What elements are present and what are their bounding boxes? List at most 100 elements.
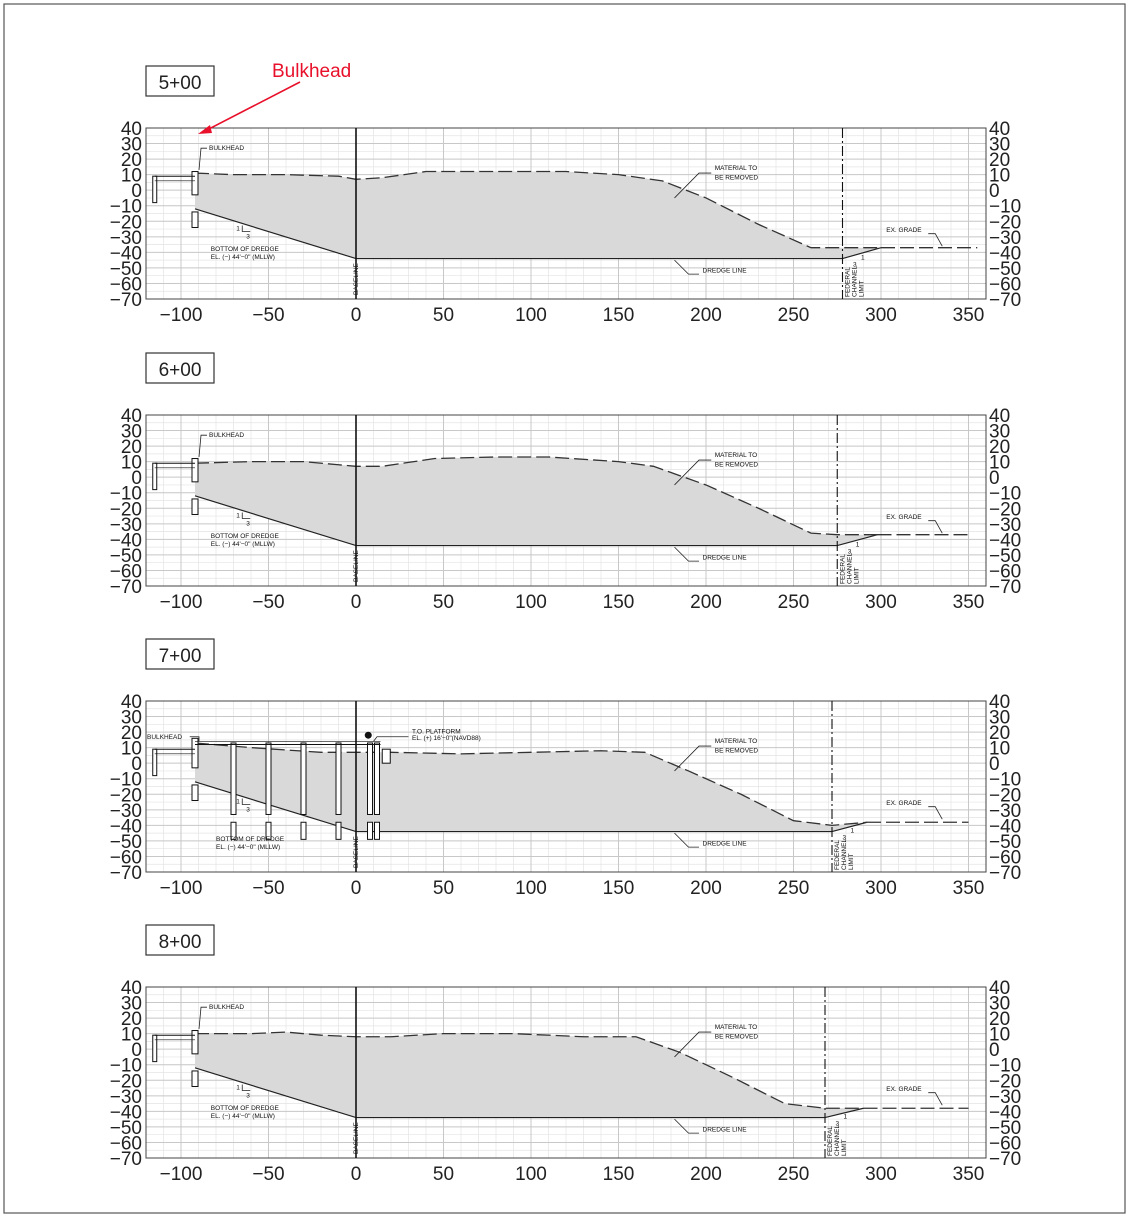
x-tick-label: 300 <box>865 305 897 326</box>
sheet-border <box>3 3 1126 1214</box>
bottom-of-dredge-label-2: EL. (−) 44'−0" (MLLW) <box>211 254 275 261</box>
slope-marker <box>241 512 251 519</box>
y-tick-label-right: 40 <box>989 978 1010 999</box>
bulkhead-pile-upper <box>191 1030 199 1055</box>
y-tick-label-right: 20 <box>989 723 1010 744</box>
slope-label-1: 1 <box>236 1084 240 1091</box>
y-tick-label-right: 0 <box>989 181 1000 202</box>
dredge-line-label: DREDGE LINE <box>703 841 748 848</box>
y-tick-label-right: 40 <box>989 406 1010 427</box>
y-tick-label-right: 30 <box>989 422 1010 443</box>
platform-pile-upper <box>265 742 272 815</box>
y-tick-label-left: −20 <box>110 785 142 806</box>
y-tick-label-right: −70 <box>989 863 1021 884</box>
y-tick-label-right: 30 <box>989 135 1010 156</box>
section-5-00: 5+00 BASELINE FEDERAL CHANNEL LIMIT BULKHEAD 1… <box>110 65 1021 326</box>
y-tick-label-right: −70 <box>989 290 1021 311</box>
federal-channel-limit-label: FEDERAL CHANNEL LIMIT <box>839 553 860 584</box>
material-to-remove-label-1: MATERIAL TO <box>715 452 757 459</box>
bulkhead-pile-upper <box>191 171 199 196</box>
fender <box>381 748 391 764</box>
dredge-line-label: DREDGE LINE <box>703 555 748 562</box>
x-tick-label: −50 <box>252 305 284 326</box>
x-tick-label: 50 <box>433 592 454 613</box>
y-tick-label-left: 0 <box>131 1040 142 1061</box>
federal-label-3: LIMIT <box>859 280 866 297</box>
x-tick-label: 150 <box>603 305 635 326</box>
plot-frame <box>145 986 987 1159</box>
material-to-remove-label-1: MATERIAL TO <box>715 738 757 745</box>
y-tick-label-right: −40 <box>989 1102 1021 1123</box>
federal-label-2: CHANNEL <box>841 839 848 870</box>
federal-label-1: FEDERAL <box>827 1126 834 1156</box>
bulkhead-annotation-label: Bulkhead <box>272 61 351 82</box>
x-tick-label: 350 <box>953 592 985 613</box>
platform-pile-upper <box>300 742 307 815</box>
y-tick-label-right: 20 <box>989 150 1010 171</box>
bottom-of-dredge-label-2: EL. (−) 44'−0" (MLLW) <box>216 844 280 851</box>
slope-label-3: 3 <box>246 233 250 240</box>
y-tick-label-left: −50 <box>110 546 142 567</box>
slope-label-1: 1 <box>236 225 240 232</box>
ex-grade-label: EX. GRADE <box>886 1086 922 1093</box>
ex-grade-label: EX. GRADE <box>886 514 922 521</box>
platform-label-2: EL. (+) 16'−0"(NAVD88) <box>412 735 481 742</box>
material-to-remove-area <box>195 1032 864 1118</box>
y-tick-label-left: 40 <box>121 406 142 427</box>
dredge-line <box>194 208 882 260</box>
y-tick-label-right: 0 <box>989 468 1000 489</box>
existing-grade-line <box>195 1031 864 1109</box>
platform-pile-upper <box>374 742 380 815</box>
x-tick-label: 300 <box>865 878 897 899</box>
y-tick-label-left: −20 <box>110 1071 142 1092</box>
material-to-remove-area <box>195 456 878 546</box>
federal-label-2: CHANNEL <box>846 553 853 584</box>
y-tick-label-right: 10 <box>989 166 1010 187</box>
x-tick-label: −50 <box>252 1164 284 1185</box>
y-tick-label-left: 30 <box>121 994 142 1015</box>
bottom-of-dredge-label-1: BOTTOM OF DREDGE <box>216 836 285 843</box>
y-tick-label-left: −30 <box>110 801 142 822</box>
y-tick-label-right: −10 <box>989 770 1021 791</box>
y-tick-label-left: −40 <box>110 530 142 551</box>
x-tick-label: 0 <box>351 878 362 899</box>
y-tick-label-left: 10 <box>121 1025 142 1046</box>
x-tick-label: 350 <box>953 878 985 899</box>
slope-label-3: 3 <box>246 520 250 527</box>
bulkhead-pile-lower <box>191 784 199 801</box>
dredge-line-leader <box>674 259 699 275</box>
ex-grade-leader <box>928 1092 943 1106</box>
section-8-00: 8+00 BASELINE FEDERAL CHANNEL LIMIT BULKHEAD 1… <box>110 924 1021 1185</box>
x-tick-label: 50 <box>433 1164 454 1185</box>
section-7-00: 7+00 BASELINE FEDERAL CHANNEL LIMIT BULKHEAD T… <box>110 638 1021 899</box>
x-tick-label: 150 <box>603 878 635 899</box>
bulkhead-pile-lower <box>191 498 199 515</box>
y-tick-label-right: −70 <box>989 1149 1021 1170</box>
station-label-box <box>145 638 215 670</box>
existing-grade-line <box>194 742 868 827</box>
bulkhead-annotation: Bulkhead <box>198 61 351 134</box>
slope-label-right-3: 3 <box>853 262 857 269</box>
y-tick-label-left: −10 <box>110 1056 142 1077</box>
y-tick-label-left: −40 <box>110 243 142 264</box>
station-label: 6+00 <box>159 360 202 381</box>
y-tick-label-right: −10 <box>989 484 1021 505</box>
material-leader <box>674 1031 712 1058</box>
y-tick-label-left: 10 <box>121 739 142 760</box>
y-tick-label-left: −50 <box>110 259 142 280</box>
federal-label-1: FEDERAL <box>839 554 846 584</box>
tie-back-pile <box>152 748 158 777</box>
plot-frame <box>145 414 987 587</box>
federal-label-3: LIMIT <box>848 853 855 870</box>
slope-marker <box>241 798 251 805</box>
station-label: 5+00 <box>159 73 202 94</box>
platform-label-1: T.O. PLATFORM <box>412 729 461 736</box>
slope-label-right-1: 1 <box>856 542 860 549</box>
x-tick-label: 150 <box>603 592 635 613</box>
y-tick-label-right: −40 <box>989 243 1021 264</box>
federal-label-3: LIMIT <box>853 567 860 584</box>
ex-grade-leader <box>928 520 943 534</box>
federal-channel-limit-label: FEDERAL CHANNEL LIMIT <box>827 1125 848 1156</box>
baseline-label: BASELINE <box>353 550 360 582</box>
ex-grade-leader <box>928 233 943 247</box>
